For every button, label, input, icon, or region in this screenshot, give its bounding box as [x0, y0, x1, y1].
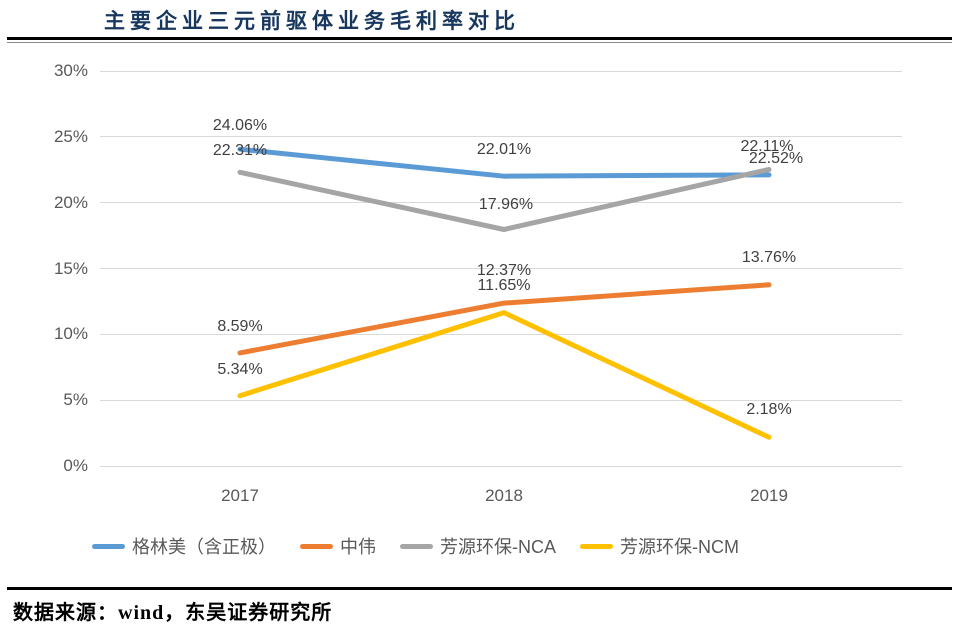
legend-label: 中伟 — [340, 537, 376, 557]
y-axis-tick-label: 10% — [53, 324, 88, 344]
title-divider-rule-shadow — [7, 42, 952, 43]
y-axis-tick-label: 5% — [63, 390, 88, 410]
legend-label: 芳源环保-NCM — [620, 537, 739, 557]
gridline — [100, 202, 902, 204]
data-point-label: 22.31% — [212, 142, 268, 160]
gridline — [100, 399, 902, 401]
gridline — [100, 333, 902, 335]
legend-line-swatch — [300, 543, 333, 549]
data-point-label: 8.59% — [217, 317, 263, 335]
legend-item: 格林美（含正极） — [92, 533, 276, 559]
legend-item: 芳源环保-NCM — [580, 533, 739, 559]
series-line-芳源环保-NCA — [237, 167, 772, 232]
data-source-note: 数据来源：wind，东吴证券研究所 — [13, 602, 333, 624]
legend-label: 格林美（含正极） — [132, 537, 276, 557]
data-point-label: 13.76% — [741, 248, 797, 266]
legend-line-swatch — [92, 543, 125, 549]
series-line-中伟 — [237, 282, 772, 356]
chart-title: 主要企业三元前驱体业务毛利率对比 — [104, 9, 520, 33]
y-axis-tick-label: 15% — [53, 258, 88, 278]
x-axis-tick-label: 2018 — [485, 486, 523, 505]
y-axis-tick-label: 0% — [63, 456, 88, 475]
legend-item: 芳源环保-NCA — [400, 533, 556, 559]
legend-item: 中伟 — [300, 533, 376, 559]
data-point-label: 5.34% — [217, 360, 263, 378]
series-line-格林美（含正极） — [237, 146, 772, 179]
data-point-label: 2.18% — [746, 401, 792, 419]
legend-label: 芳源环保-NCA — [440, 537, 556, 557]
y-axis-tick-label: 30% — [53, 61, 88, 80]
x-axis-tick-label: 2017 — [221, 486, 259, 505]
y-axis-tick-label: 25% — [53, 126, 88, 146]
data-point-label: 11.65% — [477, 276, 531, 294]
data-point-label: 24.06% — [212, 117, 268, 135]
gridline — [100, 465, 902, 467]
data-point-label: 22.52% — [748, 150, 804, 168]
gridline — [100, 268, 902, 269]
data-point-label: 12.37% — [476, 262, 532, 280]
chart-legend: 格林美（含正极） 中伟 芳源环保-NCA 芳源环保-NCM — [92, 533, 739, 559]
data-point-label: 22.11% — [740, 137, 794, 155]
series-line-芳源环保-NCM — [237, 310, 772, 440]
data-point-label: 17.96% — [478, 195, 534, 213]
gridline — [100, 70, 902, 72]
data-point-label: 22.01% — [476, 141, 532, 159]
title-divider-rule — [7, 37, 952, 40]
legend-line-swatch — [580, 543, 613, 549]
y-axis-tick-label: 20% — [53, 192, 88, 212]
gridline — [100, 136, 902, 138]
footer-divider-rule — [7, 587, 952, 590]
legend-line-swatch — [400, 543, 433, 549]
x-axis-tick-label: 2019 — [750, 486, 788, 505]
